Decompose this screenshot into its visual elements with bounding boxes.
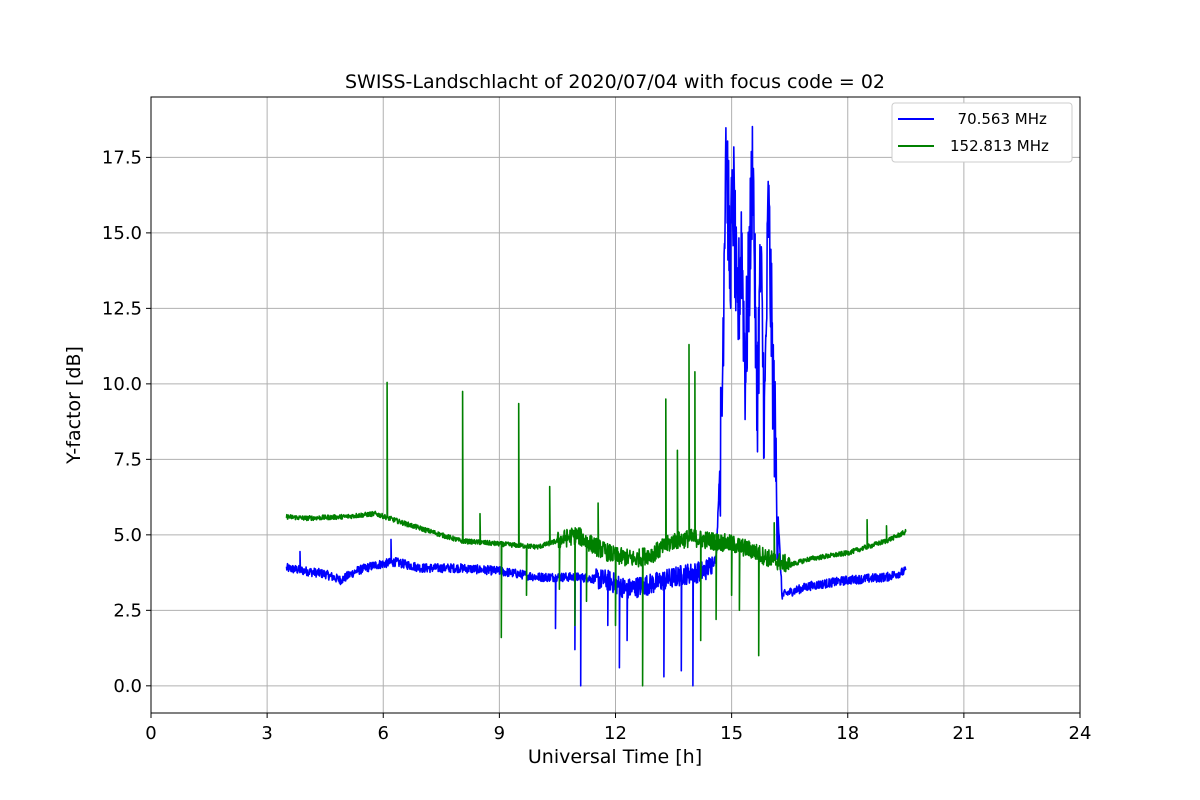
y-tick-label: 7.5 (113, 449, 142, 470)
y-tick-label: 12.5 (102, 298, 142, 319)
x-tick-label: 6 (378, 723, 389, 744)
legend-entry-series-1: 70.563 MHz (948, 110, 1047, 128)
legend-entry-series-2: 152.813 MHz (950, 137, 1049, 155)
legend: 70.563 MHz 152.813 MHz (891, 102, 1073, 163)
y-tick-label: 2.5 (113, 600, 142, 621)
x-tick-label: 3 (261, 723, 272, 744)
y-axis-label: Y-factor [dB] (63, 346, 85, 465)
x-tick-label: 12 (604, 723, 627, 744)
x-axis-label: Universal Time [h] (528, 746, 702, 768)
y-axis: 0.0 2.5 5.0 7.5 10.0 12.5 15.0 17.5 (102, 147, 151, 697)
legend-box (891, 102, 1073, 163)
series-line-2 (285, 343, 907, 687)
x-tick-label: 21 (952, 723, 975, 744)
x-tick-label: 18 (836, 723, 859, 744)
series-line-1 (285, 125, 907, 687)
x-tick-label: 0 (145, 723, 156, 744)
y-tick-label: 5.0 (113, 525, 142, 546)
x-axis: 0 3 6 9 12 15 18 21 24 (145, 713, 1091, 744)
x-tick-label: 15 (720, 723, 743, 744)
x-tick-label: 24 (1069, 723, 1092, 744)
x-tick-label: 9 (494, 723, 505, 744)
chart-title: SWISS-Landschlacht of 2020/07/04 with fo… (345, 71, 885, 93)
y-tick-label: 17.5 (102, 147, 142, 168)
y-tick-label: 15.0 (102, 223, 142, 244)
y-tick-label: 10.0 (102, 374, 142, 395)
series-layer (285, 125, 907, 687)
y-tick-label: 0.0 (113, 676, 142, 697)
